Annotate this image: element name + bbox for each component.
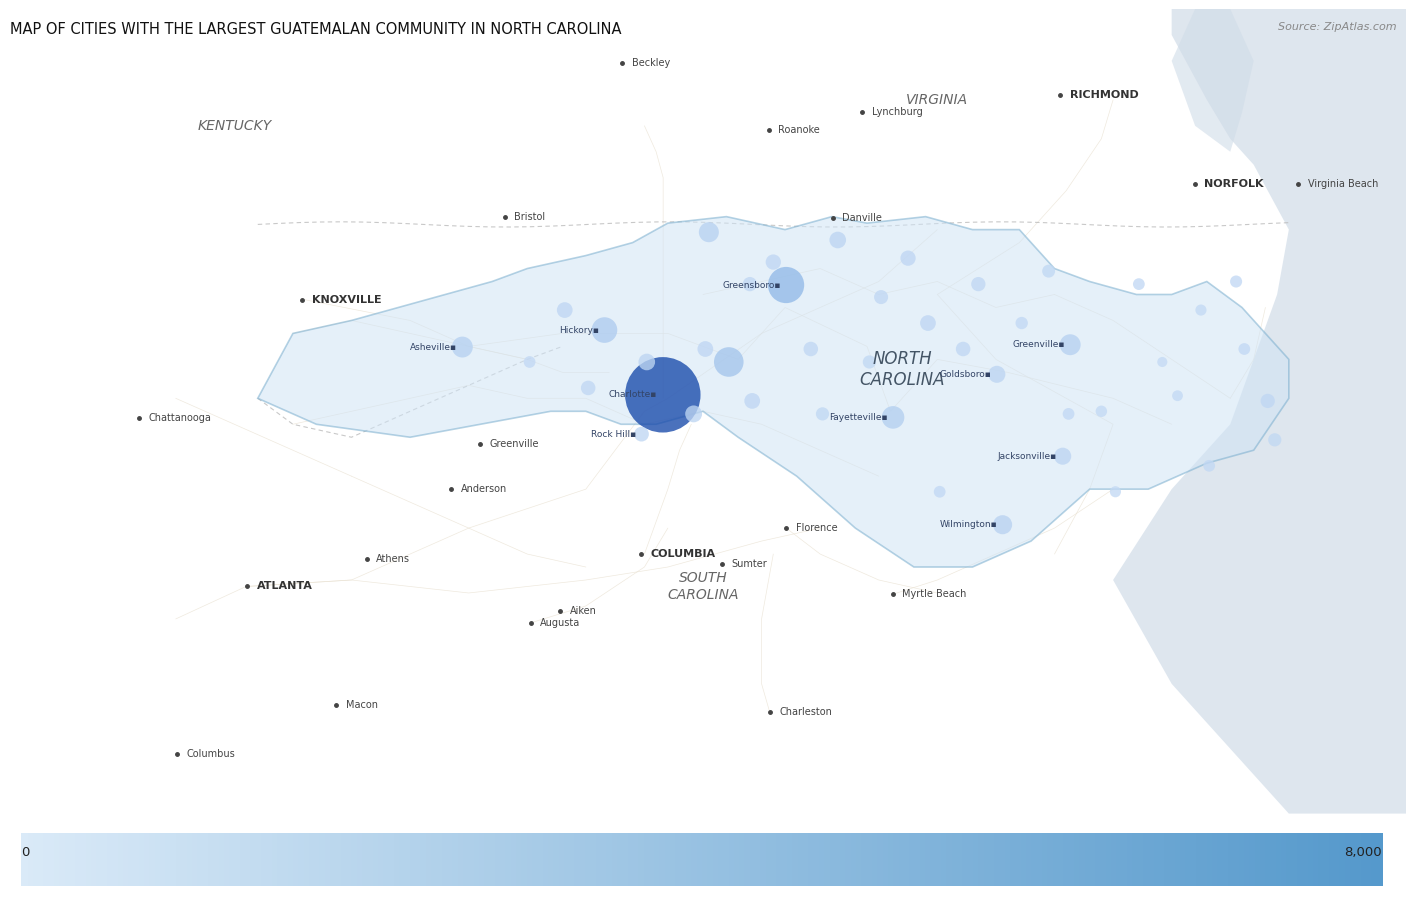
Point (986, 367, 1008, 381)
Text: NORTH
CAROLINA: NORTH CAROLINA (859, 351, 945, 389)
Text: SOUTH
CAROLINA: SOUTH CAROLINA (668, 572, 738, 601)
Text: Athens: Athens (375, 555, 411, 565)
Text: Greenville▪: Greenville▪ (1012, 340, 1064, 349)
Point (1152, 355, 1174, 369)
Text: Greenville: Greenville (489, 439, 540, 449)
Text: Charlotte▪: Charlotte▪ (609, 390, 657, 399)
Text: 0: 0 (21, 846, 30, 859)
Text: COLUMBIA: COLUMBIA (650, 549, 716, 559)
Point (1104, 485, 1126, 499)
Text: Florence: Florence (796, 523, 837, 533)
Text: Anderson: Anderson (461, 485, 506, 494)
Text: Sumter: Sumter (731, 559, 766, 569)
Polygon shape (1171, 9, 1254, 152)
Point (717, 355, 740, 369)
Point (827, 233, 849, 247)
Point (1057, 406, 1080, 421)
Point (1052, 449, 1074, 463)
Text: Beckley: Beckley (631, 58, 669, 68)
Point (1038, 264, 1060, 279)
Text: VIRGINIA: VIRGINIA (907, 93, 969, 107)
Point (576, 381, 599, 396)
Point (1128, 277, 1150, 291)
Point (991, 518, 1014, 532)
Point (741, 394, 763, 408)
Point (697, 225, 720, 239)
Text: KENTUCKY: KENTUCKY (197, 119, 271, 133)
Point (636, 355, 658, 369)
Text: NORFOLK: NORFOLK (1205, 179, 1264, 189)
Text: Aiken: Aiken (569, 606, 596, 616)
Point (695, 342, 717, 356)
Text: KNOXVILLE: KNOXVILLE (312, 295, 381, 305)
Point (897, 251, 920, 265)
Point (738, 277, 761, 291)
Point (1166, 388, 1188, 403)
Point (762, 254, 785, 269)
Point (1264, 432, 1286, 447)
Polygon shape (257, 217, 1289, 567)
Point (1059, 337, 1081, 352)
Point (1225, 274, 1247, 289)
Text: Columbus: Columbus (187, 749, 235, 759)
Point (917, 316, 939, 330)
Point (870, 289, 893, 304)
Text: Fayetteville▪: Fayetteville▪ (830, 413, 887, 422)
Text: Asheville▪: Asheville▪ (409, 343, 457, 352)
Point (800, 342, 823, 356)
Text: Augusta: Augusta (540, 618, 581, 628)
Point (1257, 394, 1279, 408)
Text: Charleston: Charleston (779, 708, 832, 717)
Text: ATLANTA: ATLANTA (256, 582, 312, 592)
Text: Greensboro▪: Greensboro▪ (723, 280, 780, 289)
Point (1198, 458, 1220, 473)
Point (651, 387, 673, 402)
Point (682, 406, 704, 421)
Point (1189, 303, 1212, 317)
Text: Jacksonville▪: Jacksonville▪ (998, 451, 1057, 460)
Point (775, 278, 797, 292)
Point (593, 323, 616, 337)
Point (451, 340, 474, 354)
Text: Wilmington▪: Wilmington▪ (939, 521, 997, 530)
Text: Hickory▪: Hickory▪ (560, 325, 599, 334)
Point (554, 303, 576, 317)
Text: Lynchburg: Lynchburg (872, 106, 922, 117)
Text: Roanoke: Roanoke (778, 125, 820, 135)
Text: Myrtle Beach: Myrtle Beach (903, 589, 966, 600)
Text: Goldsboro▪: Goldsboro▪ (939, 369, 991, 378)
Point (630, 427, 652, 441)
Point (858, 355, 880, 369)
Text: Macon: Macon (346, 699, 378, 709)
Text: Danville: Danville (842, 213, 883, 223)
Point (967, 277, 990, 291)
Polygon shape (1114, 9, 1406, 814)
Text: Virginia Beach: Virginia Beach (1308, 179, 1378, 189)
Point (1233, 342, 1256, 356)
Point (519, 355, 541, 369)
Text: 8,000: 8,000 (1344, 846, 1382, 859)
Point (882, 410, 904, 424)
Point (928, 485, 950, 499)
Text: RICHMOND: RICHMOND (1070, 90, 1139, 100)
Text: Chattanooga: Chattanooga (149, 413, 212, 423)
Text: Rock Hill▪: Rock Hill▪ (591, 430, 636, 439)
Text: Source: ZipAtlas.com: Source: ZipAtlas.com (1278, 22, 1396, 32)
Point (1011, 316, 1033, 330)
Text: Bristol: Bristol (515, 211, 546, 222)
Point (1090, 405, 1112, 419)
Point (952, 342, 974, 356)
Text: MAP OF CITIES WITH THE LARGEST GUATEMALAN COMMUNITY IN NORTH CAROLINA: MAP OF CITIES WITH THE LARGEST GUATEMALA… (10, 22, 621, 38)
Point (811, 406, 834, 421)
